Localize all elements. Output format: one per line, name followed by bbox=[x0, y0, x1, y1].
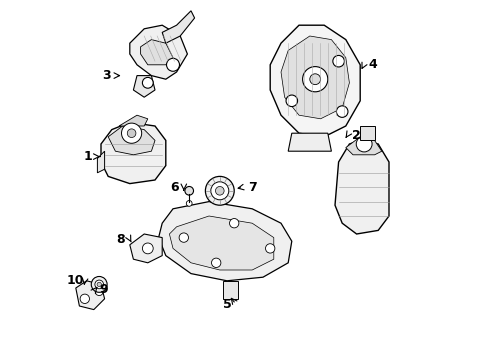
Text: 6: 6 bbox=[171, 181, 179, 194]
Circle shape bbox=[337, 106, 348, 117]
Polygon shape bbox=[335, 140, 389, 234]
Circle shape bbox=[212, 258, 221, 267]
Circle shape bbox=[211, 182, 229, 200]
Text: 3: 3 bbox=[102, 69, 111, 82]
Circle shape bbox=[286, 95, 297, 107]
Text: 4: 4 bbox=[368, 58, 377, 71]
Circle shape bbox=[95, 288, 103, 296]
Polygon shape bbox=[141, 40, 173, 65]
Polygon shape bbox=[130, 234, 162, 263]
Circle shape bbox=[95, 280, 103, 289]
Polygon shape bbox=[281, 36, 349, 119]
Polygon shape bbox=[170, 216, 274, 270]
Polygon shape bbox=[130, 25, 187, 79]
Circle shape bbox=[310, 74, 320, 85]
Circle shape bbox=[356, 136, 372, 152]
Text: 10: 10 bbox=[67, 274, 85, 287]
Polygon shape bbox=[119, 115, 148, 126]
Circle shape bbox=[205, 176, 234, 205]
Circle shape bbox=[229, 219, 239, 228]
Circle shape bbox=[167, 58, 179, 71]
Polygon shape bbox=[133, 76, 155, 97]
Polygon shape bbox=[162, 11, 195, 43]
Circle shape bbox=[266, 244, 275, 253]
Text: 8: 8 bbox=[117, 233, 125, 246]
Circle shape bbox=[91, 276, 107, 292]
Text: 2: 2 bbox=[352, 129, 361, 141]
Polygon shape bbox=[76, 281, 104, 310]
Text: 1: 1 bbox=[84, 150, 93, 163]
Polygon shape bbox=[98, 151, 104, 173]
Text: 7: 7 bbox=[248, 181, 257, 194]
Circle shape bbox=[186, 201, 192, 206]
Circle shape bbox=[127, 129, 136, 138]
Circle shape bbox=[333, 55, 344, 67]
Polygon shape bbox=[360, 126, 374, 140]
Polygon shape bbox=[159, 202, 292, 281]
Circle shape bbox=[303, 67, 328, 92]
Circle shape bbox=[97, 282, 101, 287]
Polygon shape bbox=[346, 137, 382, 155]
Circle shape bbox=[143, 243, 153, 254]
Circle shape bbox=[143, 77, 153, 88]
Polygon shape bbox=[108, 126, 155, 155]
Circle shape bbox=[179, 233, 189, 242]
Text: 5: 5 bbox=[222, 298, 231, 311]
Polygon shape bbox=[288, 133, 331, 151]
Circle shape bbox=[185, 186, 194, 195]
Polygon shape bbox=[270, 25, 360, 137]
Text: 9: 9 bbox=[99, 283, 108, 296]
Polygon shape bbox=[223, 281, 238, 299]
Polygon shape bbox=[101, 122, 166, 184]
Circle shape bbox=[80, 294, 90, 303]
Circle shape bbox=[216, 186, 224, 195]
Circle shape bbox=[122, 123, 142, 143]
